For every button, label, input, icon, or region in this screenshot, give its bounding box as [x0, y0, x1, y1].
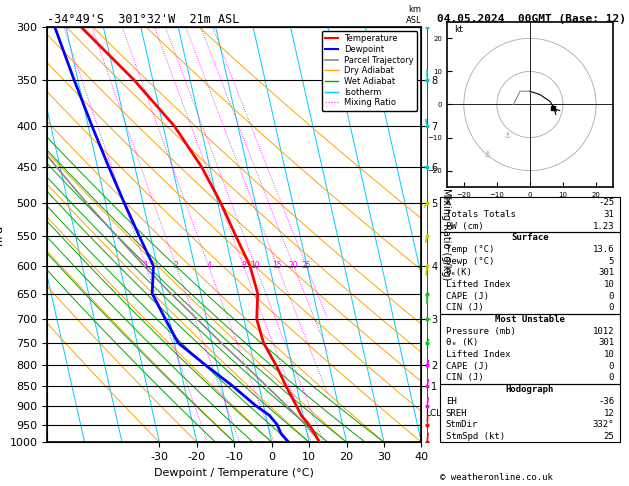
Bar: [440, 384, 620, 442]
Text: 8: 8: [241, 261, 246, 270]
Text: 04.05.2024  00GMT (Base: 12): 04.05.2024 00GMT (Base: 12): [437, 14, 626, 24]
Text: 31: 31: [603, 210, 614, 219]
Text: θₑ (K): θₑ (K): [446, 338, 478, 347]
Text: θₑ(K): θₑ(K): [446, 268, 472, 278]
Text: CIN (J): CIN (J): [446, 303, 483, 312]
Text: CAPE (J): CAPE (J): [446, 362, 489, 371]
Text: 1012: 1012: [593, 327, 614, 336]
Y-axis label: hPa: hPa: [0, 225, 4, 244]
Y-axis label: Mixing Ratio (g/kg): Mixing Ratio (g/kg): [442, 189, 451, 280]
Text: 301: 301: [598, 268, 614, 278]
Text: CAPE (J): CAPE (J): [446, 292, 489, 301]
Text: 0: 0: [609, 362, 614, 371]
Legend: Temperature, Dewpoint, Parcel Trajectory, Dry Adiabat, Wet Adiabat, Isotherm, Mi: Temperature, Dewpoint, Parcel Trajectory…: [322, 31, 417, 110]
Text: 301: 301: [598, 338, 614, 347]
Text: 25: 25: [301, 261, 311, 270]
Text: PW (cm): PW (cm): [446, 222, 483, 230]
Text: Dewp (°C): Dewp (°C): [446, 257, 494, 266]
Text: K: K: [446, 198, 451, 207]
Text: Surface: Surface: [511, 233, 548, 242]
Text: 0: 0: [609, 292, 614, 301]
Bar: [440, 232, 620, 313]
Text: 13.6: 13.6: [593, 245, 614, 254]
Text: -34°49'S  301°32'W  21m ASL: -34°49'S 301°32'W 21m ASL: [47, 13, 240, 26]
Text: 2: 2: [174, 261, 179, 270]
Text: 10: 10: [603, 280, 614, 289]
Text: Temp (°C): Temp (°C): [446, 245, 494, 254]
Text: 332°: 332°: [593, 420, 614, 429]
Text: 15: 15: [272, 261, 282, 270]
Text: 4: 4: [206, 261, 211, 270]
Text: 5: 5: [609, 257, 614, 266]
Text: 1.23: 1.23: [593, 222, 614, 230]
Text: Pressure (mb): Pressure (mb): [446, 327, 516, 336]
Text: 10: 10: [250, 261, 260, 270]
Text: Hodograph: Hodograph: [506, 385, 554, 394]
Text: -36: -36: [598, 397, 614, 406]
Text: 0: 0: [609, 373, 614, 382]
Text: © weatheronline.co.uk: © weatheronline.co.uk: [440, 473, 553, 482]
Text: ⚓: ⚓: [484, 150, 491, 159]
Text: Lifted Index: Lifted Index: [446, 350, 510, 359]
X-axis label: Dewpoint / Temperature (°C): Dewpoint / Temperature (°C): [154, 468, 314, 478]
Text: 25: 25: [603, 432, 614, 441]
Text: CIN (J): CIN (J): [446, 373, 483, 382]
Text: -25: -25: [598, 198, 614, 207]
Bar: [440, 313, 620, 384]
Text: ⚓: ⚓: [503, 131, 511, 139]
Text: 1: 1: [143, 261, 148, 270]
Text: LCL: LCL: [425, 409, 442, 418]
Text: 12: 12: [603, 409, 614, 417]
Text: km
ASL: km ASL: [406, 5, 421, 25]
Text: Lifted Index: Lifted Index: [446, 280, 510, 289]
Text: Totals Totals: Totals Totals: [446, 210, 516, 219]
Text: Most Unstable: Most Unstable: [495, 315, 565, 324]
Bar: [440, 197, 620, 232]
Text: 10: 10: [603, 350, 614, 359]
Text: SREH: SREH: [446, 409, 467, 417]
Text: 0: 0: [609, 303, 614, 312]
Text: kt: kt: [454, 25, 463, 34]
Text: 20: 20: [289, 261, 298, 270]
Text: StmSpd (kt): StmSpd (kt): [446, 432, 505, 441]
Text: StmDir: StmDir: [446, 420, 478, 429]
Text: EH: EH: [446, 397, 457, 406]
